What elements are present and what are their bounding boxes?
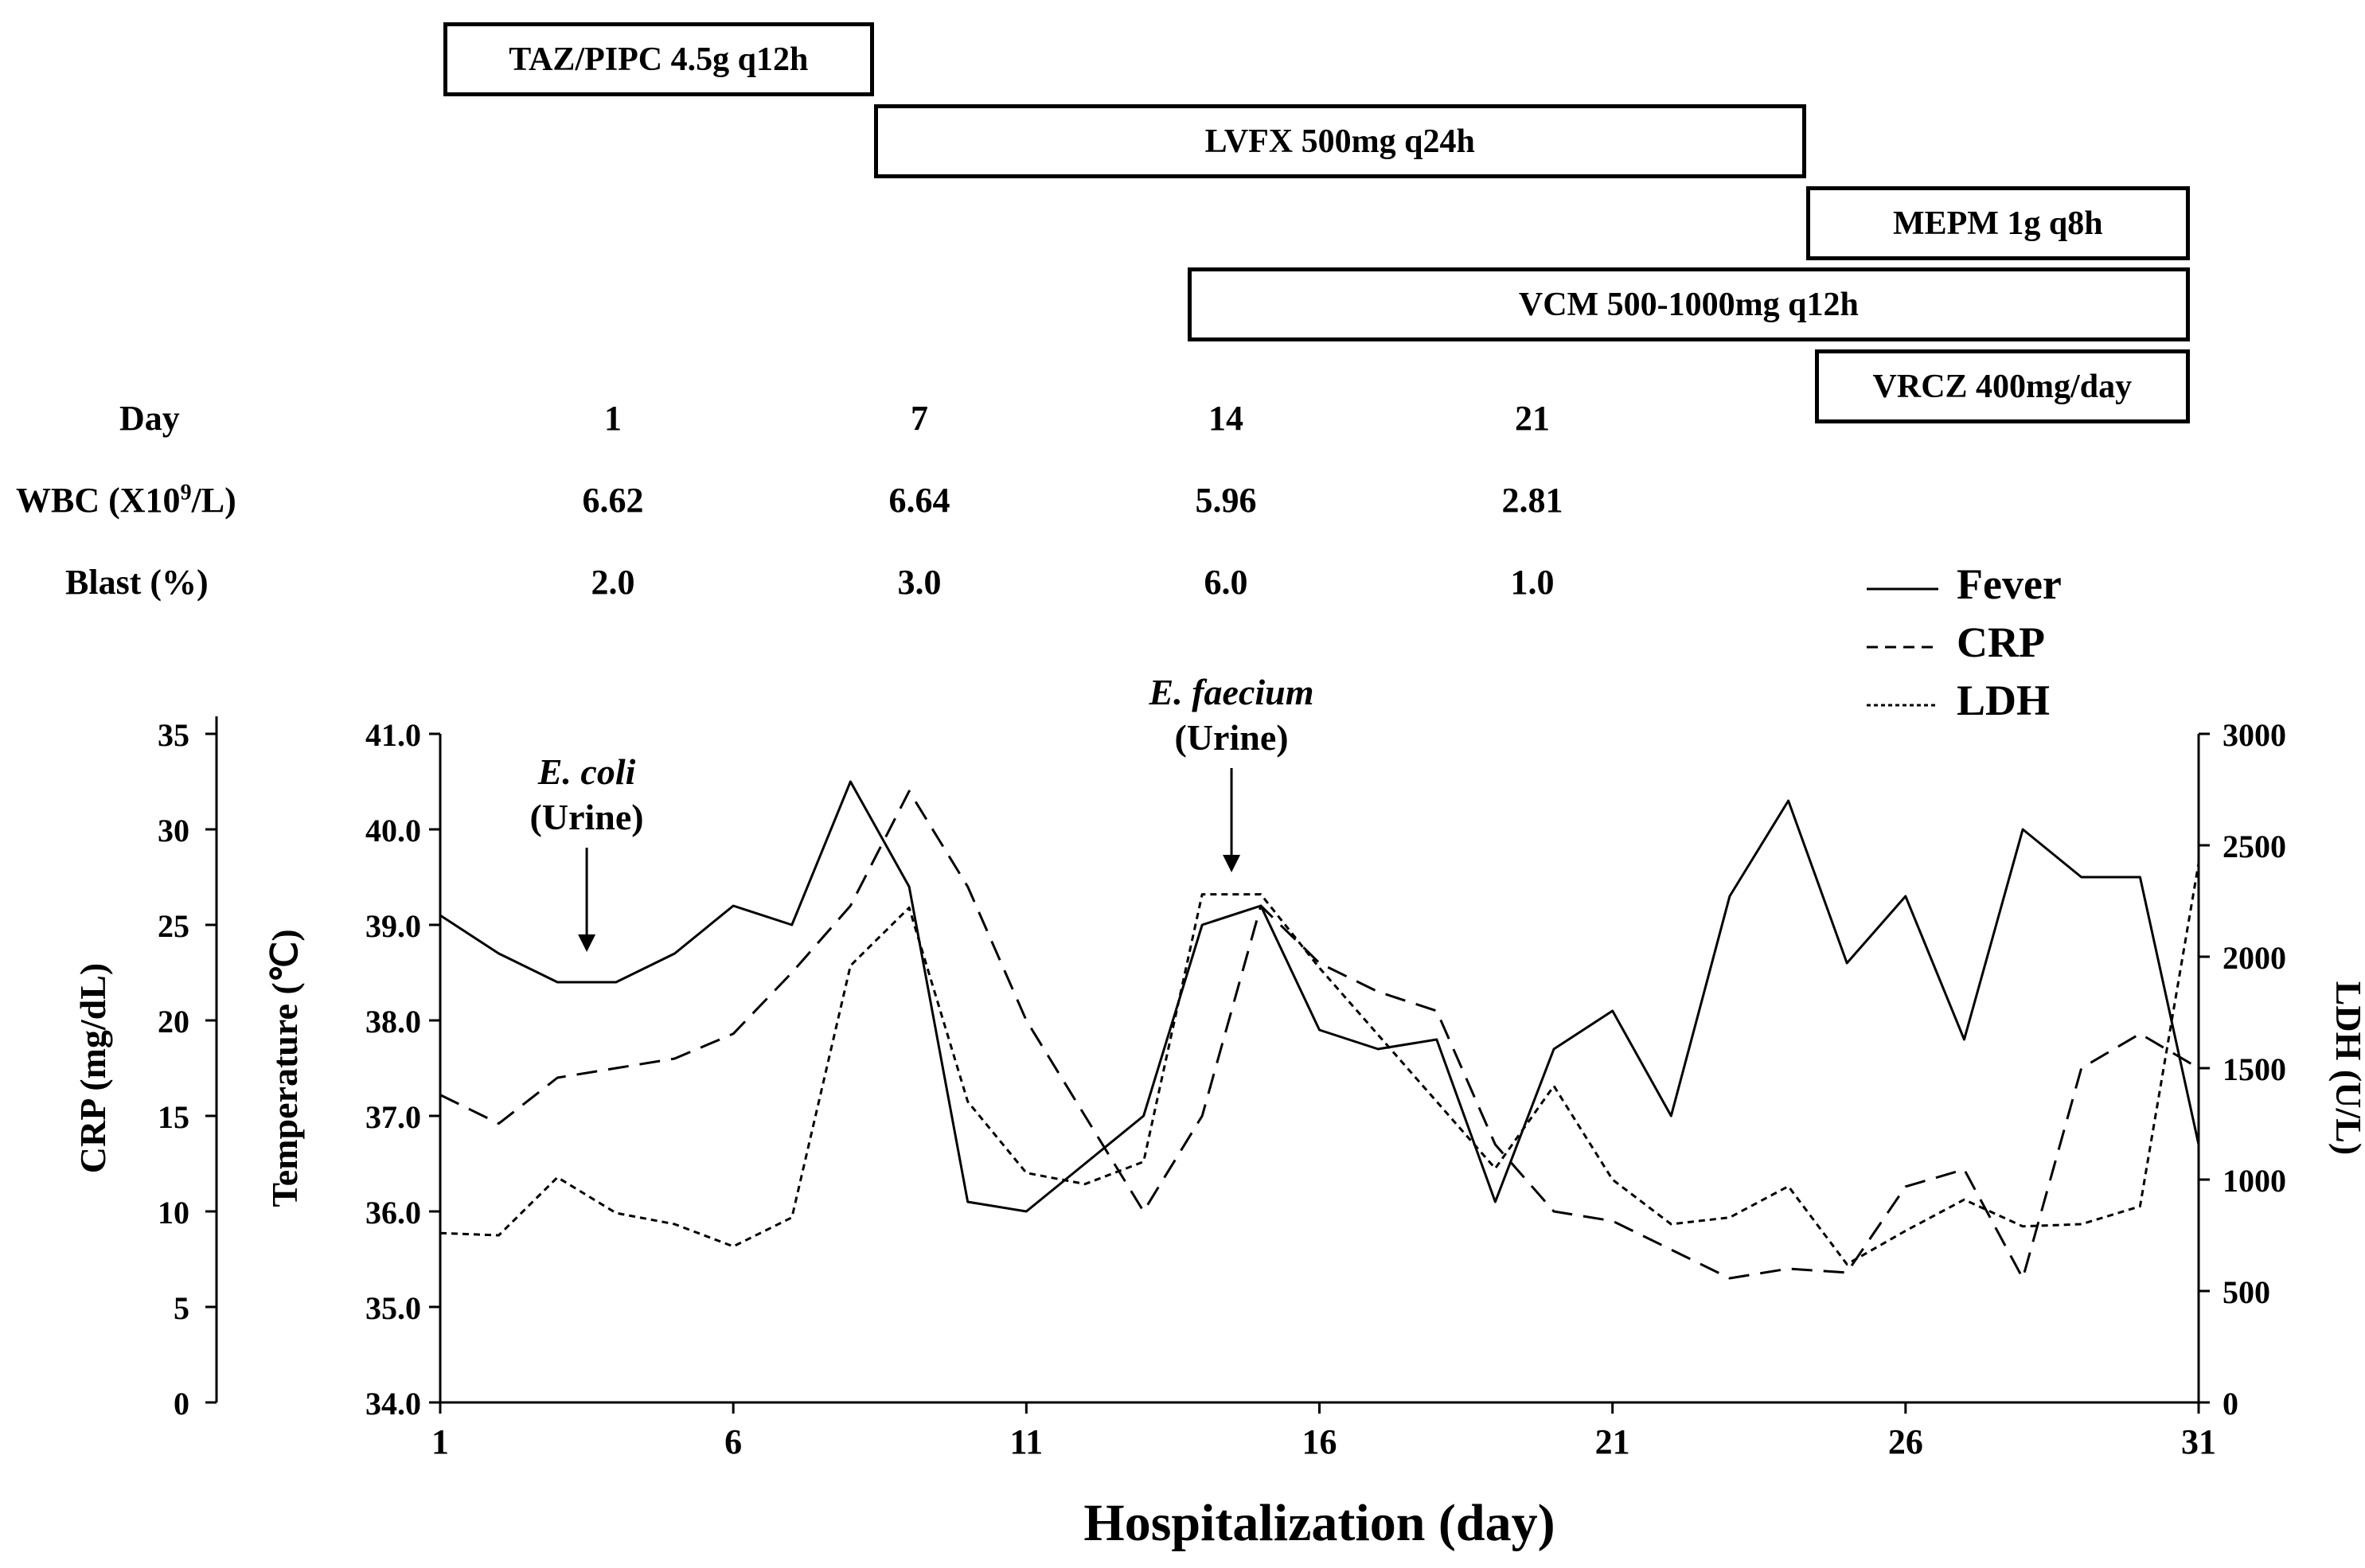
crp-tick-label-3: 15 <box>158 1099 189 1135</box>
wbc-row-header: WBC (X109/L) <box>16 480 236 520</box>
ldh-tick-label-3: 1500 <box>2223 1051 2286 1087</box>
ldh-tick-label-4: 2000 <box>2223 940 2286 976</box>
x-tick-label-6: 31 <box>2181 1422 2216 1461</box>
temperature-tick-label-6: 40.0 <box>365 813 421 848</box>
day-value-2: 7 <box>911 399 928 438</box>
blast-value-1: 2.0 <box>591 563 635 602</box>
blast-value-3: 6.0 <box>1204 563 1248 602</box>
crp-tick-label-2: 10 <box>158 1195 189 1231</box>
series-line-crp <box>439 790 2199 1280</box>
ldh-tick-label-0: 0 <box>2223 1386 2238 1422</box>
x-axis-title: Hospitalization (day) <box>1083 1494 1555 1552</box>
annotation-organism-0: E. coli <box>537 751 636 792</box>
annotation-source-1: (Urine) <box>1175 717 1289 758</box>
temperature-axis-title: Temperature (℃) <box>264 929 305 1207</box>
temperature-tick-label-4: 38.0 <box>365 1004 421 1039</box>
day-value-3: 14 <box>1208 399 1243 438</box>
day-value-4: 21 <box>1515 399 1550 438</box>
day-value-1: 1 <box>604 399 622 438</box>
ldh-tick-label-6: 3000 <box>2223 717 2286 753</box>
x-tick-label-1: 6 <box>724 1422 742 1461</box>
crp-tick-label-5: 25 <box>158 908 189 944</box>
series-line-fever <box>439 780 2200 1213</box>
drug-bar-0: TAZ/PIPC 4.5g q12h <box>443 22 874 96</box>
ldh-axis-title: LDH (U/L) <box>2328 981 2365 1156</box>
crp-axis-title: CRP (mg/dL) <box>72 963 113 1174</box>
annotation-arrow-head-0 <box>578 934 596 952</box>
crp-tick-label-6: 30 <box>158 813 189 848</box>
blast-value-4: 1.0 <box>1510 563 1555 602</box>
temperature-tick-label-0: 34.0 <box>365 1386 421 1422</box>
x-tick-label-5: 26 <box>1888 1422 1923 1461</box>
crp-tick-label-0: 0 <box>174 1386 189 1422</box>
blast-row-header: Blast (%) <box>65 563 209 602</box>
temperature-tick-label-3: 37.0 <box>365 1099 421 1135</box>
ldh-tick-label-5: 2500 <box>2223 829 2286 864</box>
wbc-value-4: 2.81 <box>1501 481 1563 520</box>
series-line-ldh <box>439 863 2200 1266</box>
drug-bar-2: MEPM 1g q8h <box>1805 186 2190 260</box>
temperature-tick-label-7: 41.0 <box>365 717 421 753</box>
blast-value-2: 3.0 <box>897 563 942 602</box>
x-tick-label-2: 11 <box>1010 1422 1044 1461</box>
drug-bar-1: LVFX 500mg q24h <box>873 104 1806 178</box>
legend-ldh-label: LDH <box>1957 677 2051 724</box>
temperature-tick-label-2: 36.0 <box>365 1195 421 1231</box>
x-tick-label-3: 16 <box>1302 1422 1337 1461</box>
crp-tick-label-4: 20 <box>158 1004 189 1039</box>
temperature-tick-label-1: 35.0 <box>365 1290 421 1326</box>
annotation-source-0: (Urine) <box>530 797 644 837</box>
crp-tick-label-7: 35 <box>158 717 189 753</box>
wbc-value-3: 5.96 <box>1195 481 1257 520</box>
annotation-arrow-head-1 <box>1223 855 1241 872</box>
x-tick-label-0: 1 <box>431 1422 449 1461</box>
ldh-tick-label-1: 500 <box>2223 1274 2270 1310</box>
crp-tick-label-1: 5 <box>174 1290 189 1326</box>
wbc-value-1: 6.62 <box>582 481 644 520</box>
annotation-organism-1: E. faecium <box>1149 672 1314 712</box>
day-row-header: Day <box>119 399 180 438</box>
drug-bar-4: VRCZ 400mg/day <box>1814 349 2190 423</box>
x-tick-label-4: 21 <box>1595 1422 1630 1461</box>
legend-crp-label: CRP <box>1957 618 2045 666</box>
wbc-value-2: 6.64 <box>888 481 950 520</box>
drug-bar-3: VCM 500-1000mg q12h <box>1187 267 2190 341</box>
temperature-tick-label-5: 39.0 <box>365 908 421 944</box>
ldh-tick-label-2: 1000 <box>2223 1163 2286 1199</box>
legend-fever-label: Fever <box>1957 560 2062 608</box>
